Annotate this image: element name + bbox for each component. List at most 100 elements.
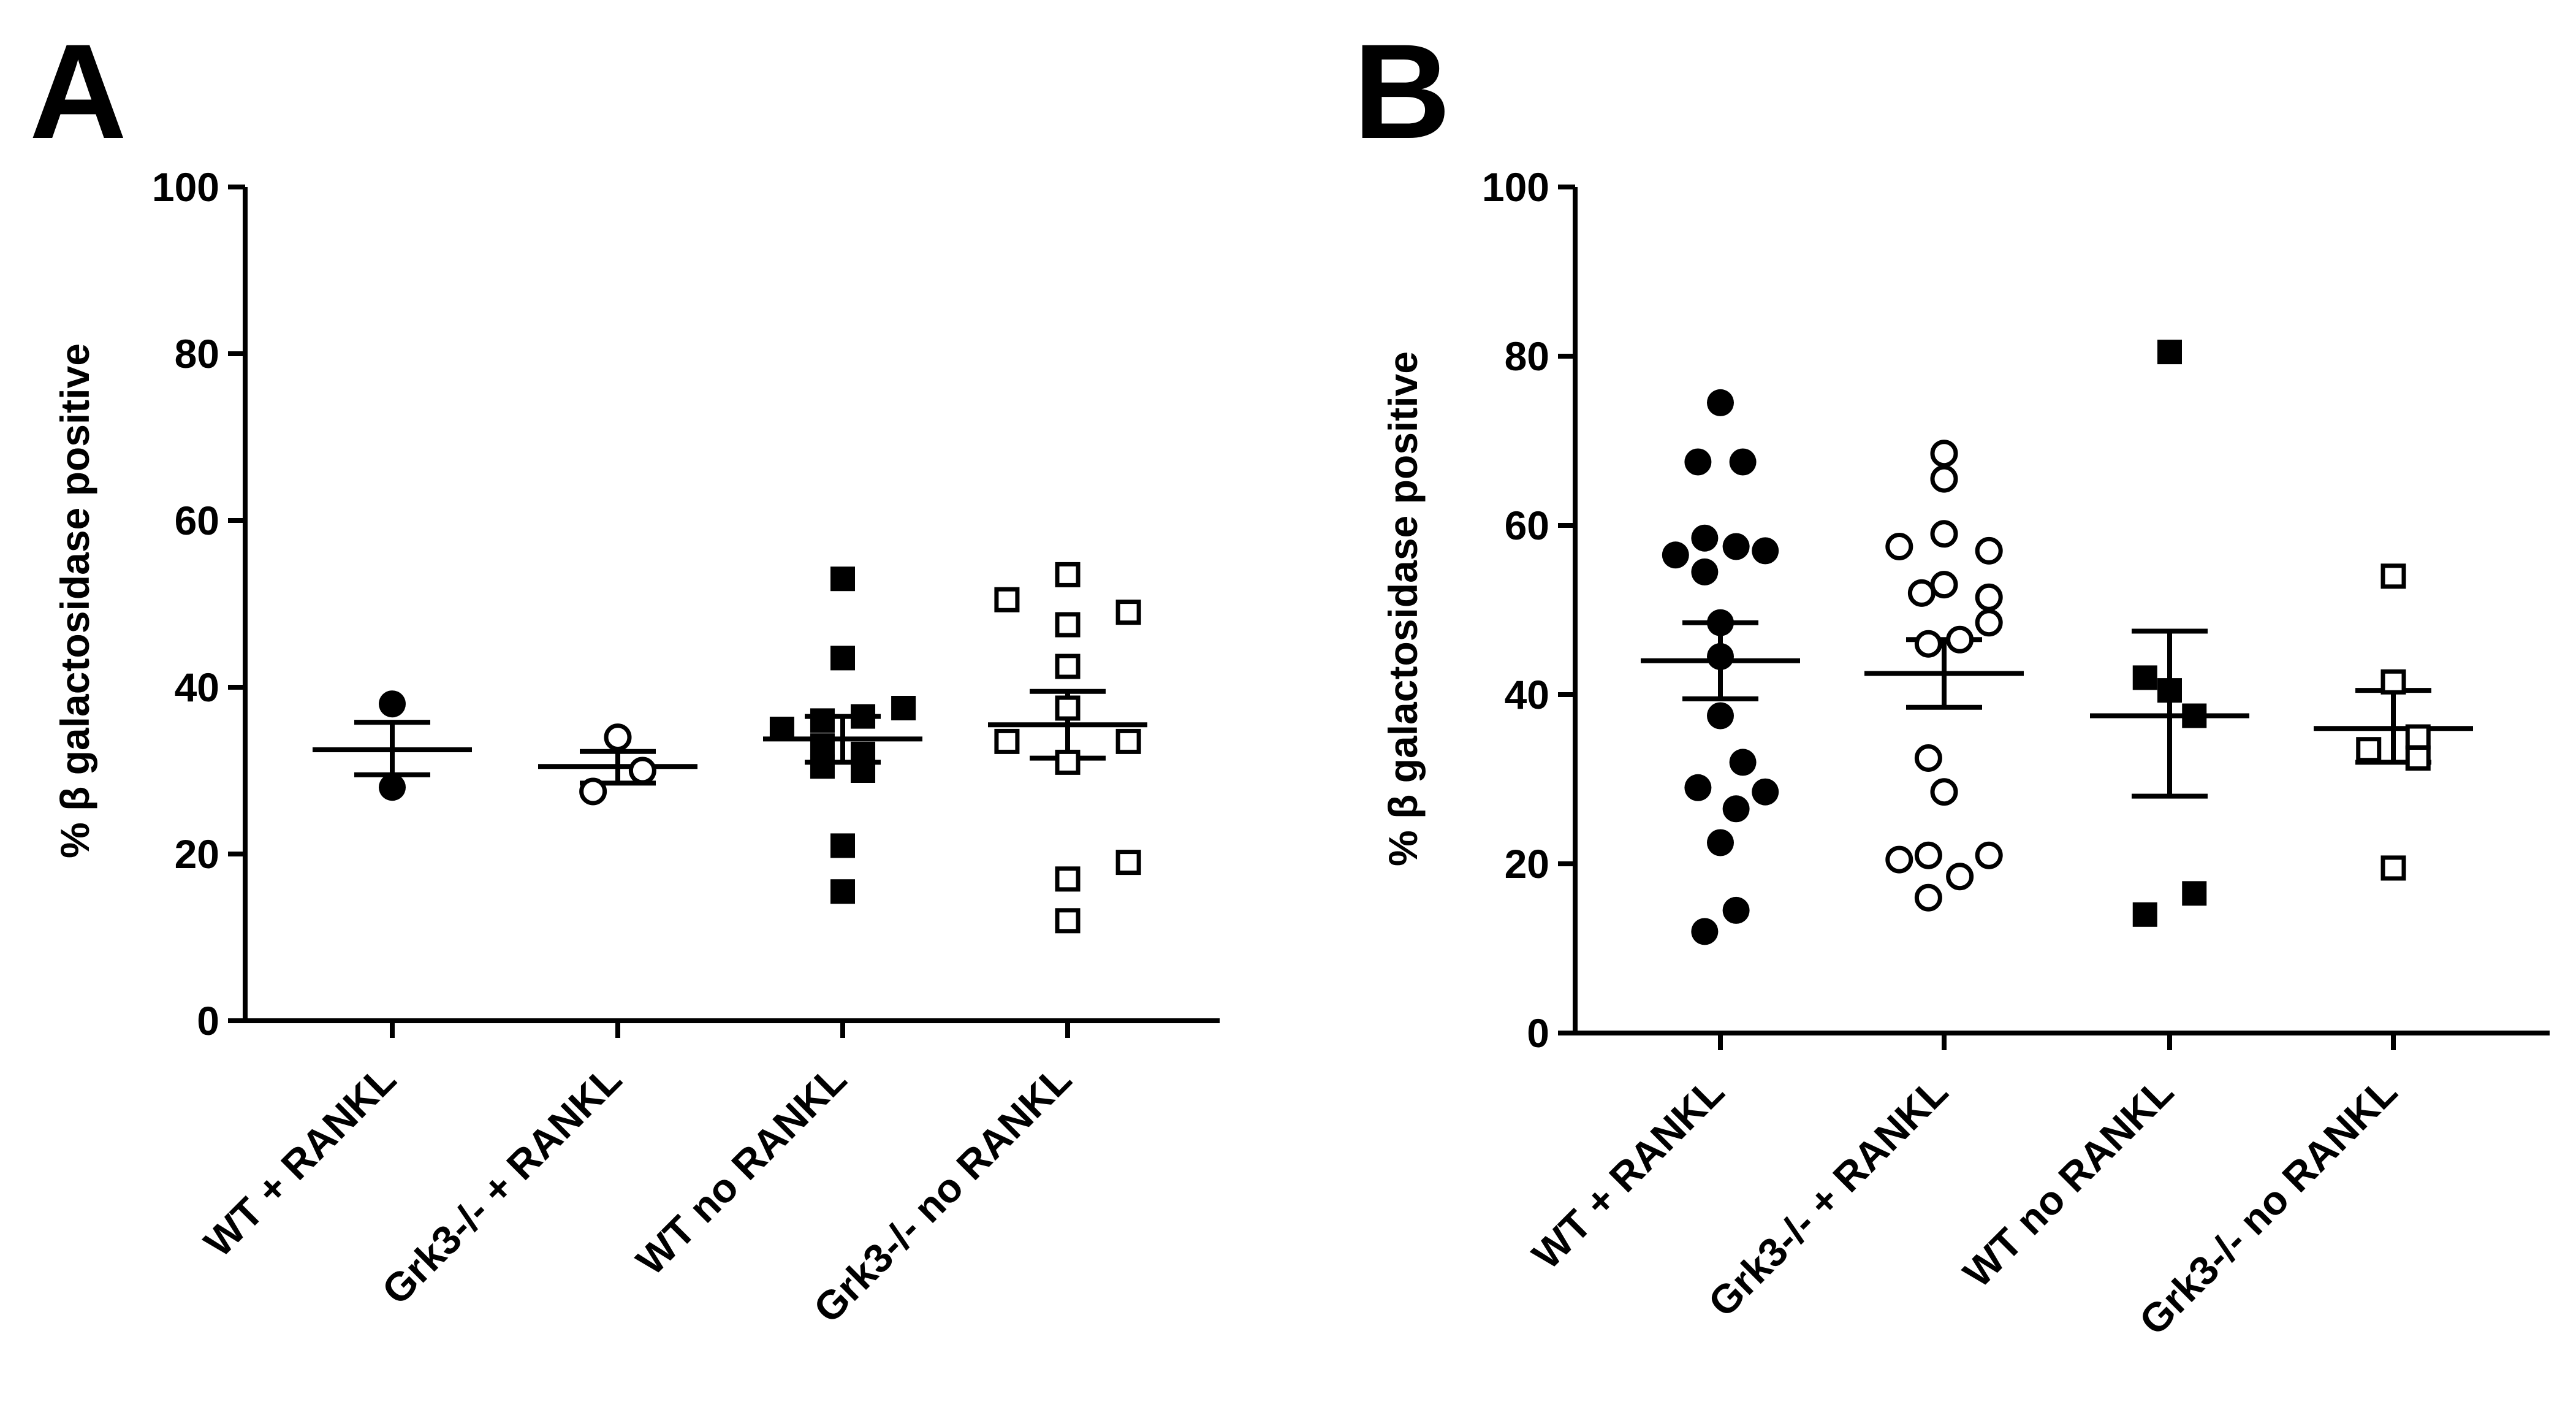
data-point (2132, 902, 2157, 927)
y-tick-label: 60 (1505, 503, 1549, 548)
data-point (1930, 440, 1958, 468)
data-point (2380, 563, 2406, 589)
panel-letter-a: A (29, 16, 127, 167)
data-point (1946, 625, 1974, 654)
data-point (810, 733, 835, 758)
data-point (1914, 883, 1942, 912)
y-tick-label: 40 (175, 665, 219, 710)
data-point (579, 777, 607, 806)
category-labels: WT + RANKL Grk3-/- + RANKL WT no RANKL G… (1524, 1069, 2406, 1344)
data-point (1684, 774, 1712, 801)
data-point (2380, 855, 2406, 881)
data-point (1707, 702, 1734, 730)
data-point (1930, 520, 1958, 548)
data-point (851, 704, 876, 729)
data-point (1946, 863, 1974, 891)
data-point (1907, 579, 1936, 607)
data-point (1691, 558, 1719, 585)
data-point (2405, 745, 2431, 771)
panel-b: B % β galactosidase positive 0 20 40 60 80 10… (1353, 16, 2550, 1344)
y-tick-label: 100 (152, 164, 219, 210)
data-point (379, 774, 406, 801)
data-point (830, 646, 855, 671)
y-tick-label: 20 (1505, 841, 1549, 886)
y-tick-label: 60 (175, 498, 219, 543)
data-point (994, 728, 1020, 754)
data-point (830, 879, 855, 904)
data-point (1930, 571, 1958, 599)
panel-letter-b: B (1353, 16, 1451, 167)
data-point (1055, 695, 1081, 721)
data-point (1115, 850, 1141, 875)
data-point (1055, 654, 1081, 679)
axes (1558, 185, 2550, 1050)
data-point (1914, 744, 1942, 772)
category-label: WT no RANKL (1955, 1069, 2182, 1296)
data-point (379, 690, 406, 718)
y-tick-label: 80 (175, 331, 219, 376)
data-point (1930, 465, 1958, 493)
axes (228, 185, 1220, 1038)
category-label: WT no RANKL (628, 1056, 855, 1284)
data-point (1691, 524, 1719, 552)
data-point (1722, 795, 1750, 823)
data-point (1055, 908, 1081, 934)
y-tick-labels: 0 20 40 60 80 100 (1482, 164, 1549, 1056)
data-marks (1641, 340, 2473, 945)
y-axis-title: % β galactosidase positive (52, 343, 97, 858)
data-point (1707, 642, 1734, 670)
data-point (2157, 678, 2182, 703)
data-point (810, 708, 835, 733)
data-point (1729, 448, 1757, 476)
category-labels: WT + RANKL Grk3-/- + RANKL WT no RANKL G… (196, 1056, 1080, 1332)
data-point (830, 566, 855, 592)
category-label: Grk3-/- no RANKL (805, 1056, 1080, 1332)
data-point (1975, 583, 2003, 611)
data-point (1975, 609, 2003, 637)
data-point (1975, 536, 2003, 565)
data-point (1055, 749, 1081, 775)
data-point (1684, 448, 1712, 476)
data-point (1691, 918, 1719, 945)
data-point (2182, 881, 2207, 906)
data-marks (313, 562, 1147, 934)
data-point (1729, 749, 1757, 776)
y-tick-label: 40 (1505, 672, 1549, 717)
data-point (1722, 896, 1750, 924)
data-point (1930, 778, 1958, 806)
data-point (810, 754, 835, 779)
y-tick-labels: 0 20 40 60 80 100 (152, 164, 219, 1043)
data-point (769, 717, 794, 741)
data-point (1662, 541, 1689, 569)
data-point (891, 696, 916, 720)
y-axis-title: % β galactosidase positive (1380, 351, 1426, 866)
category-label: WT + RANKL (196, 1056, 405, 1265)
y-tick-label: 20 (175, 831, 219, 877)
data-point (604, 723, 632, 752)
data-point (1752, 778, 1779, 806)
data-point (851, 758, 876, 783)
data-point (1707, 609, 1734, 636)
category-label: Grk3-/- + RANKL (373, 1056, 630, 1313)
panel-a: A % β galactosidase positive 0 20 40 60 80 10… (29, 16, 1220, 1332)
data-point (1914, 841, 1942, 869)
category-label: Grk3-/- + RANKL (1700, 1069, 1956, 1325)
data-point (1885, 533, 1913, 560)
data-point (1885, 845, 1913, 874)
data-point (830, 833, 855, 858)
data-point (1055, 866, 1081, 892)
data-point (2356, 737, 2382, 763)
y-tick-label: 80 (1505, 334, 1549, 379)
y-tick-label: 0 (1527, 1010, 1549, 1056)
data-point (1115, 600, 1141, 625)
data-point (1055, 562, 1081, 587)
data-point (2157, 340, 2182, 365)
data-point (2380, 669, 2406, 695)
y-tick-label: 100 (1482, 164, 1549, 210)
data-point (1752, 537, 1779, 565)
category-label: WT + RANKL (1524, 1069, 1733, 1278)
data-point (628, 757, 656, 785)
data-point (2132, 665, 2157, 690)
data-point (1707, 829, 1734, 856)
